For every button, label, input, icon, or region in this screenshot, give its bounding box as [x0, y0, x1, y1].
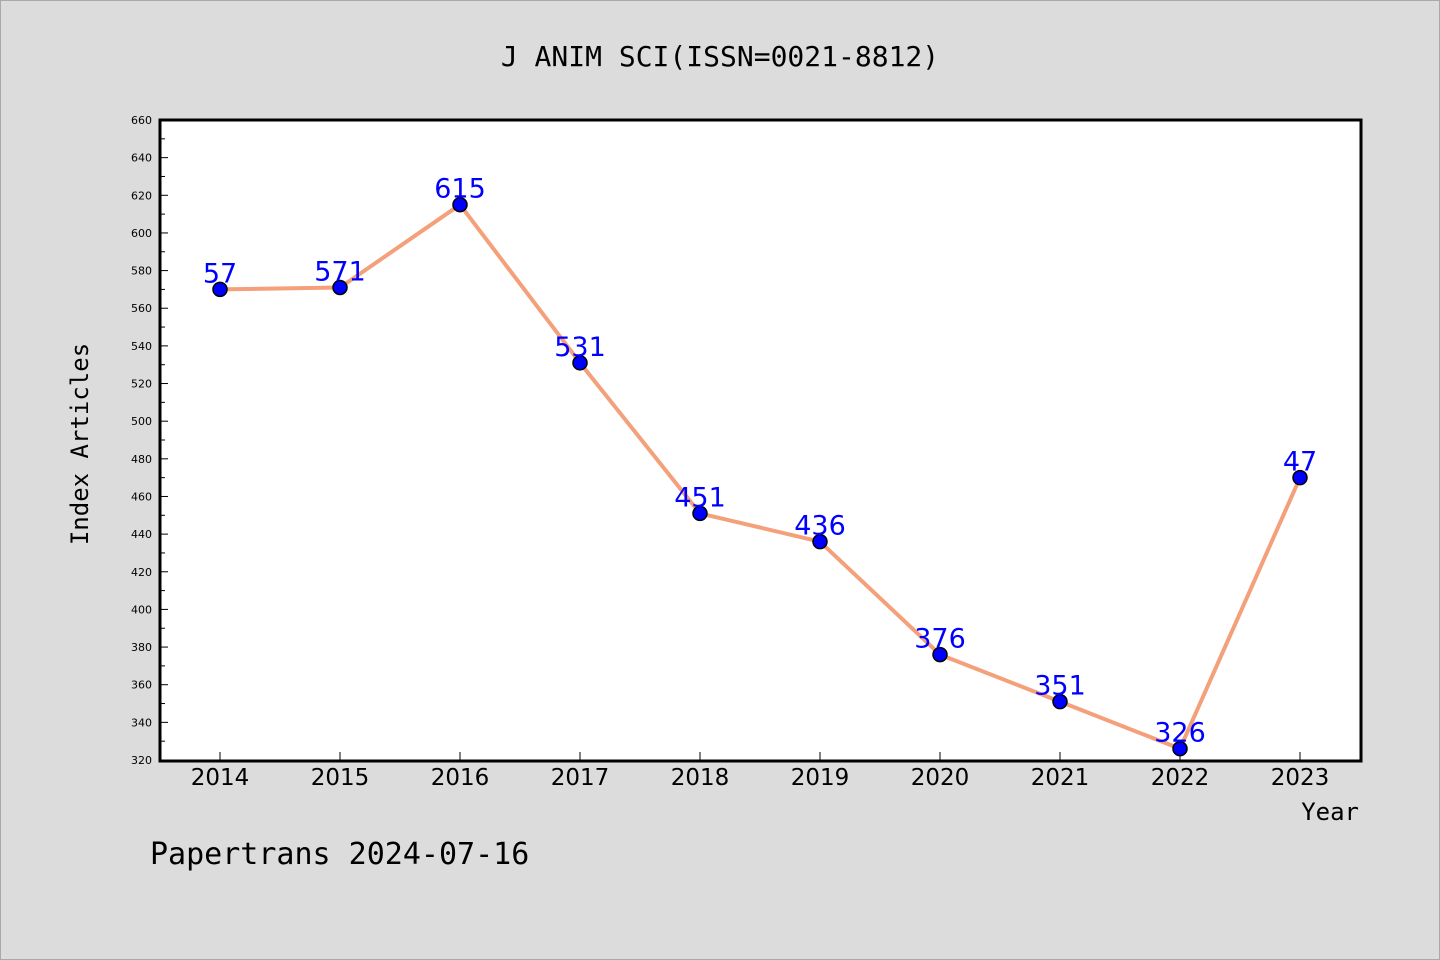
data-point: [212, 281, 228, 298]
y-tick-label: 620: [131, 189, 152, 202]
data-label: 436: [794, 511, 846, 542]
y-tick-label: 460: [131, 490, 152, 503]
x-tick-label: 2018: [671, 765, 730, 791]
x-axis: 2014 2015 2016 2017 2018 2019 2020 2021 2022 2023: [191, 752, 1330, 791]
data-point: [1292, 469, 1308, 486]
y-tick-label: 560: [131, 302, 152, 315]
y-tick-label: 360: [131, 679, 152, 692]
data-point: [1052, 693, 1068, 710]
y-tick-label: 500: [131, 415, 152, 428]
data-point: [812, 533, 828, 550]
data-point: [1172, 740, 1188, 757]
y-tick-label: 540: [131, 340, 152, 353]
data-label: 351: [1034, 671, 1086, 702]
x-tick-label: 2016: [431, 765, 490, 791]
data-label: 571: [314, 257, 366, 288]
y-tick-label: 480: [131, 453, 152, 466]
data-point: [932, 646, 948, 663]
series-line: [219, 202, 1302, 751]
y-tick-label: 420: [131, 566, 152, 579]
series-layer: 57 571 615 531 451 436 376 351 326 47: [203, 174, 1317, 757]
data-label: 326: [1154, 718, 1206, 749]
y-tick-label: 640: [131, 152, 152, 165]
y-tick-label: 320: [131, 754, 152, 767]
y-axis-label: Index Articles: [66, 343, 94, 545]
data-label: 47: [1283, 447, 1317, 478]
footer-text: Papertrans 2024-07-16: [150, 837, 529, 872]
data-label: 376: [914, 624, 966, 655]
y-tick-label: 520: [131, 378, 152, 391]
x-tick-label: 2017: [551, 765, 610, 791]
x-tick-label: 2014: [191, 765, 250, 791]
data-label: 451: [674, 482, 726, 513]
y-tick-label: 380: [131, 641, 152, 654]
x-tick-label: 2015: [311, 765, 370, 791]
y-tick-label: 400: [131, 603, 152, 616]
chart-title: J ANIM SCI(ISSN=0021-8812): [501, 40, 939, 73]
x-tick-label: 2020: [911, 765, 970, 791]
x-tick-label: 2021: [1031, 765, 1090, 791]
x-tick-label: 2022: [1151, 765, 1210, 791]
y-tick-label: 580: [131, 265, 152, 278]
x-axis-label: Year: [1301, 798, 1359, 826]
data-point: [692, 505, 708, 522]
data-label: 57: [203, 258, 237, 289]
data-point: [572, 355, 588, 371]
y-axis: 320 340 360 380 400 420 440 460 480 500 520 540 560 5…: [131, 114, 168, 767]
data-point: [452, 196, 468, 213]
plot-area: [158, 118, 1363, 763]
data-label: 531: [554, 332, 606, 363]
y-tick-label: 340: [131, 716, 152, 729]
x-tick-label: 2019: [791, 765, 850, 791]
y-tick-label: 440: [131, 528, 152, 541]
data-label: 615: [434, 174, 486, 205]
y-tick-label: 600: [131, 227, 152, 240]
data-point: [332, 279, 348, 296]
x-tick-label: 2023: [1271, 765, 1330, 791]
y-tick-label: 660: [131, 114, 152, 127]
